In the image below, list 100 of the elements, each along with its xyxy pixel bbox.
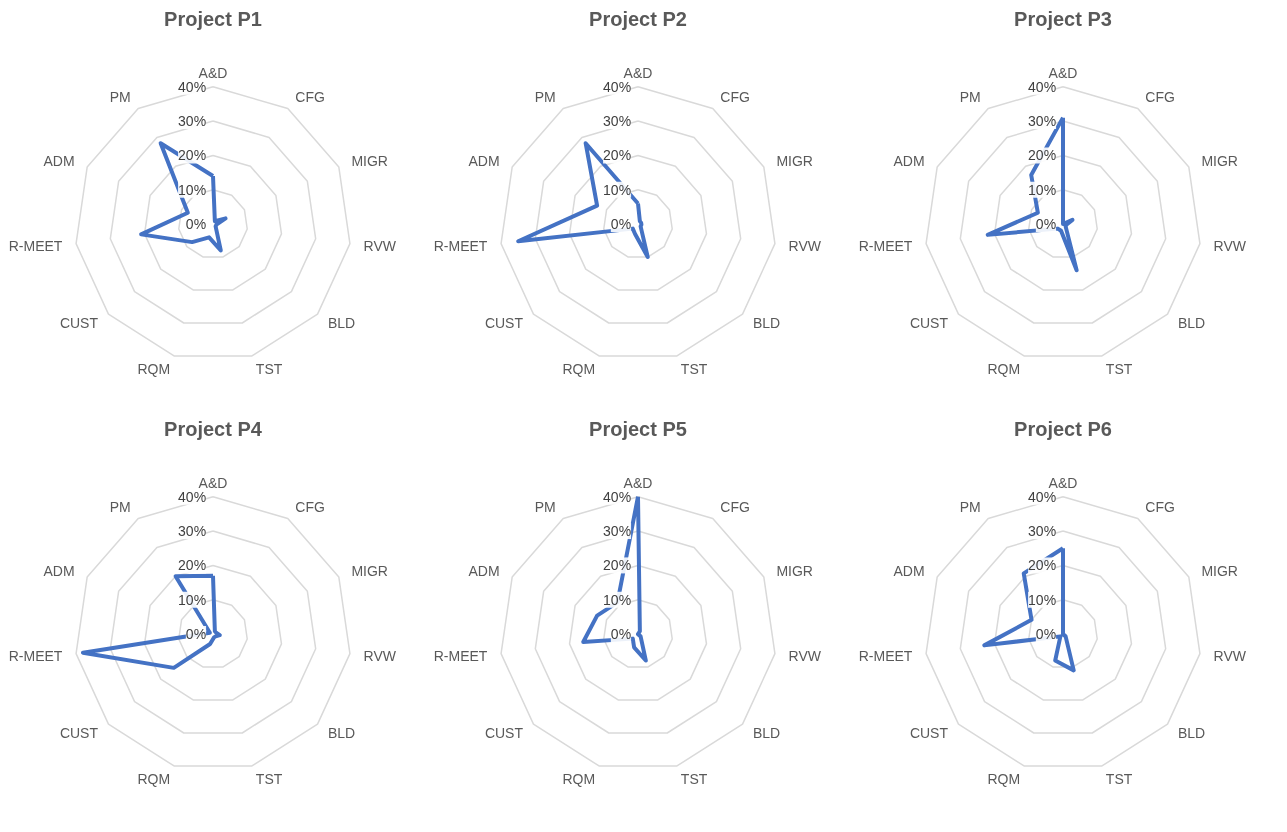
spoke-label: R-MEET xyxy=(858,647,913,664)
spoke-label: CUST xyxy=(484,315,524,332)
spoke-label: BLD xyxy=(328,725,356,742)
spoke-label: CUST xyxy=(59,315,99,332)
spoke-label: MIGR xyxy=(776,153,813,170)
spoke-label: RVW xyxy=(1213,237,1247,254)
y-tick-label: 10% xyxy=(1028,591,1057,608)
spoke-label: ADM xyxy=(468,563,500,580)
spoke-label: A&D xyxy=(623,64,653,81)
spoke-label: R-MEET xyxy=(433,647,488,664)
spoke-label: RQM xyxy=(137,361,171,378)
y-tick-label: 10% xyxy=(178,181,207,198)
spoke-label: R-MEET xyxy=(8,237,63,254)
y-tick-label: 20% xyxy=(1028,147,1057,164)
y-tick-label: 20% xyxy=(178,147,207,164)
spoke-label: BLD xyxy=(753,725,781,742)
y-tick-label: 20% xyxy=(178,557,207,574)
chart-title: Project P5 xyxy=(589,417,687,440)
y-tick-label: 40% xyxy=(178,488,207,505)
y-tick-label: 10% xyxy=(1028,181,1057,198)
spoke-label: CFG xyxy=(295,498,325,515)
spoke-label: MIGR xyxy=(1201,153,1238,170)
spoke-label: PM xyxy=(534,498,556,515)
spoke-label: BLD xyxy=(753,315,781,332)
spoke-label: RVW xyxy=(788,647,822,664)
y-tick-label: 40% xyxy=(178,78,207,95)
y-tick-label: 10% xyxy=(178,591,207,608)
spoke-label: R-MEET xyxy=(858,237,913,254)
spoke-label: TST xyxy=(1105,771,1133,788)
spoke-label: PM xyxy=(109,88,131,105)
spoke-label: RQM xyxy=(987,771,1021,788)
spoke-label: R-MEET xyxy=(433,237,488,254)
spoke-label: RVW xyxy=(363,647,397,664)
spoke-label: PM xyxy=(534,88,556,105)
chart-title: Project P1 xyxy=(164,7,262,30)
spoke-label: CFG xyxy=(1145,498,1175,515)
spoke-label: CUST xyxy=(484,725,524,742)
spoke-label: TST xyxy=(255,771,283,788)
spoke-label: TST xyxy=(255,361,283,378)
y-tick-label: 30% xyxy=(1028,113,1057,130)
chart-title: Project P2 xyxy=(589,7,687,30)
spoke-label: ADM xyxy=(43,563,75,580)
spoke-label: RQM xyxy=(137,771,171,788)
y-tick-label: 40% xyxy=(603,78,632,95)
spoke-label: CUST xyxy=(59,725,99,742)
y-tick-label: 0% xyxy=(610,216,632,233)
y-tick-label: 40% xyxy=(603,488,632,505)
spoke-label: MIGR xyxy=(1201,563,1238,580)
y-tick-label: 0% xyxy=(1035,626,1057,643)
spoke-label: CFG xyxy=(720,498,750,515)
y-tick-label: 10% xyxy=(603,591,632,608)
spoke-label: RVW xyxy=(363,237,397,254)
spoke-label: A&D xyxy=(623,474,653,491)
spoke-label: BLD xyxy=(328,315,356,332)
y-tick-label: 20% xyxy=(603,147,632,164)
y-tick-label: 30% xyxy=(603,113,632,130)
y-tick-label: 30% xyxy=(603,523,632,540)
spoke-label: MIGR xyxy=(776,563,813,580)
y-tick-label: 30% xyxy=(1028,523,1057,540)
spoke-label: CFG xyxy=(1145,88,1175,105)
y-tick-label: 40% xyxy=(1028,488,1057,505)
spoke-label: MIGR xyxy=(351,153,388,170)
y-tick-label: 0% xyxy=(185,626,207,643)
spoke-label: R-MEET xyxy=(8,647,63,664)
spoke-label: ADM xyxy=(468,153,500,170)
chart-title: Project P4 xyxy=(164,417,263,440)
spoke-label: A&D xyxy=(198,474,228,491)
spoke-label: A&D xyxy=(1048,64,1078,81)
spoke-label: RQM xyxy=(562,771,596,788)
y-tick-label: 30% xyxy=(178,113,207,130)
spoke-label: CUST xyxy=(909,725,949,742)
spoke-label: RQM xyxy=(987,361,1021,378)
spoke-label: CUST xyxy=(909,315,949,332)
y-tick-label: 20% xyxy=(603,557,632,574)
spoke-label: PM xyxy=(959,88,981,105)
spoke-label: A&D xyxy=(198,64,228,81)
spoke-label: TST xyxy=(680,361,708,378)
y-tick-label: 40% xyxy=(1028,78,1057,95)
y-tick-label: 20% xyxy=(1028,557,1057,574)
spoke-label: TST xyxy=(680,771,708,788)
spoke-label: PM xyxy=(109,498,131,515)
spoke-label: RVW xyxy=(1213,647,1247,664)
spoke-label: CFG xyxy=(720,88,750,105)
spoke-label: ADM xyxy=(893,153,925,170)
spoke-label: ADM xyxy=(43,153,75,170)
spoke-label: ADM xyxy=(893,563,925,580)
spoke-label: PM xyxy=(959,498,981,515)
spoke-label: A&D xyxy=(1048,474,1078,491)
spoke-label: CFG xyxy=(295,88,325,105)
y-tick-label: 30% xyxy=(178,523,207,540)
spoke-label: RQM xyxy=(562,361,596,378)
y-tick-label: 10% xyxy=(603,181,632,198)
chart-title: Project P6 xyxy=(1014,417,1112,440)
spoke-label: BLD xyxy=(1178,315,1206,332)
y-tick-label: 0% xyxy=(610,626,632,643)
spoke-label: TST xyxy=(1105,361,1133,378)
y-tick-label: 0% xyxy=(185,216,207,233)
chart-title: Project P3 xyxy=(1014,7,1112,30)
spoke-label: RVW xyxy=(788,237,822,254)
y-tick-label: 0% xyxy=(1035,216,1057,233)
